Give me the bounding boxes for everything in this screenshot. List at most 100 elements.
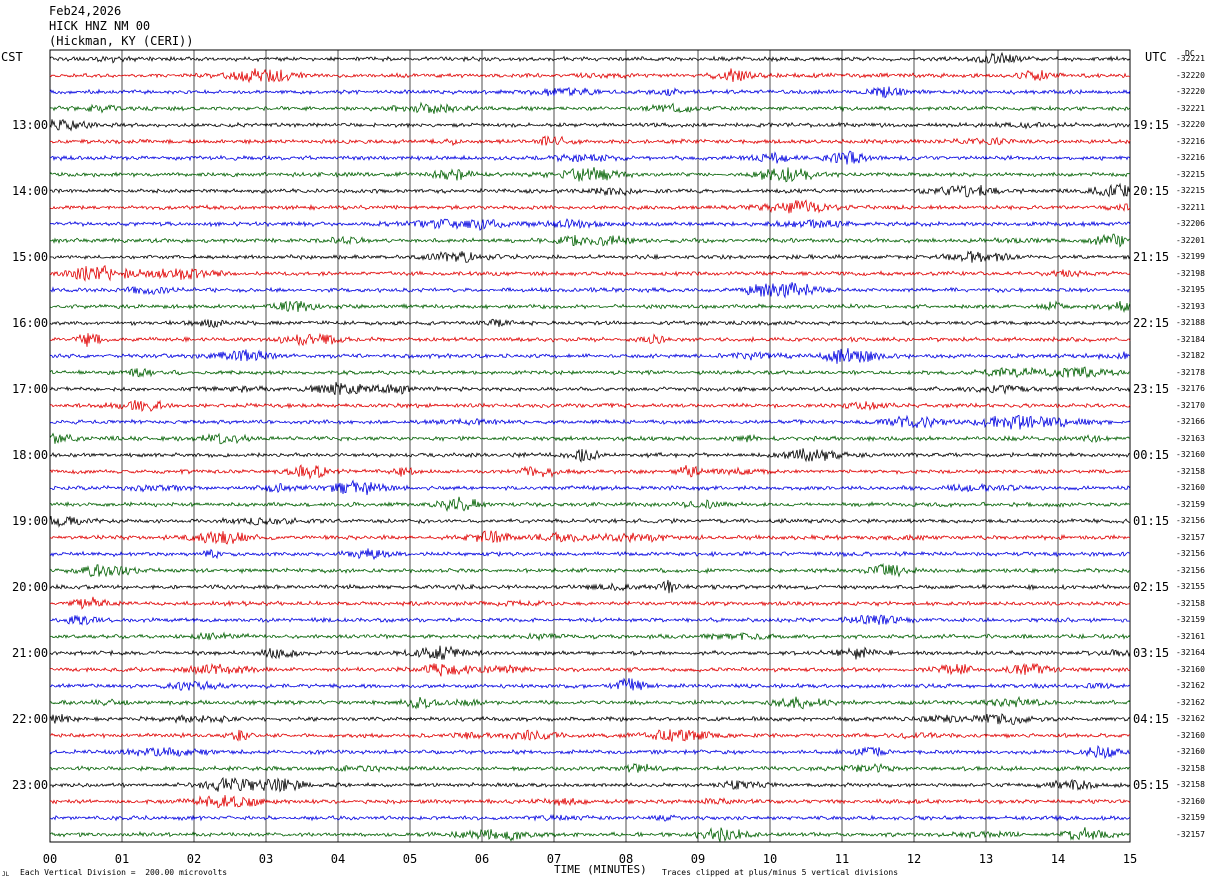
- seismic-trace: [49, 614, 1131, 626]
- seismic-trace: [49, 776, 1131, 793]
- seismic-trace: [49, 677, 1131, 692]
- seismic-trace: [49, 381, 1131, 396]
- seismic-trace: [49, 199, 1131, 214]
- dc-offset-label: -32170: [1176, 400, 1205, 410]
- dc-offset-label: -32211: [1176, 202, 1205, 212]
- dc-offset-label: -32216: [1176, 136, 1205, 146]
- seismic-trace: [49, 101, 1131, 114]
- x-axis-title: TIME (MINUTES): [554, 863, 647, 876]
- left-hour-label: 23:00: [12, 778, 49, 792]
- dc-offset-label: -32176: [1176, 384, 1205, 393]
- dc-offset-label: -32158: [1176, 780, 1205, 789]
- seismic-trace: [49, 233, 1131, 248]
- right-hour-label: 01:15: [1133, 514, 1170, 528]
- x-tick-label: 14: [1050, 852, 1066, 866]
- seismic-trace: [49, 631, 1131, 642]
- dc-offset-label: -32199: [1176, 252, 1205, 261]
- dc-offset-label: -32184: [1176, 334, 1205, 344]
- dc-offset-label: -32221: [1176, 103, 1205, 113]
- seismic-trace: [49, 645, 1131, 660]
- left-hour-label: 16:00: [12, 316, 49, 330]
- dc-offset-label: -32220: [1176, 120, 1205, 129]
- x-tick-label: 15: [1122, 852, 1138, 866]
- dc-offset-label: -32215: [1176, 186, 1205, 195]
- seismic-trace: [49, 814, 1131, 822]
- dc-offset-label: -32164: [1176, 648, 1205, 657]
- left-hour-label: 13:00: [12, 118, 49, 132]
- plot-frame: [49, 49, 1131, 843]
- x-tick-label: 02: [186, 852, 202, 866]
- seismic-trace: [49, 548, 1131, 561]
- seismic-trace: [49, 118, 1131, 132]
- seismic-trace: [49, 496, 1130, 513]
- left-hour-label: 15:00: [12, 250, 49, 264]
- division-note: Each Vertical Division = 200.00 microvol…: [20, 868, 228, 877]
- seismic-trace: [49, 516, 1131, 528]
- right-hour-label: 19:15: [1133, 118, 1170, 132]
- x-tick-label: 07: [546, 852, 562, 866]
- dc-offset-label: -32159: [1176, 499, 1205, 509]
- seismic-trace: [49, 332, 1131, 347]
- seismic-trace: [49, 218, 1131, 231]
- left-hour-label: 20:00: [12, 580, 49, 594]
- right-hour-label: 23:15: [1133, 382, 1170, 396]
- dc-offset-label: -32158: [1176, 466, 1205, 476]
- dc-offset-label: -32198: [1176, 268, 1205, 278]
- dc-offset-label: -32220: [1176, 87, 1205, 96]
- right-hour-label: 05:15: [1133, 778, 1170, 792]
- dc-offset-label: -32158: [1176, 598, 1205, 608]
- seismic-trace: [49, 713, 1131, 725]
- seismic-trace: [49, 414, 1131, 430]
- dc-offset-label: -32158: [1176, 763, 1205, 773]
- x-tick-label: 01: [114, 852, 130, 866]
- right-hour-label: 20:15: [1133, 184, 1170, 198]
- dc-offset-label: -32166: [1176, 417, 1205, 426]
- x-tick-label: 12: [906, 852, 922, 866]
- seismic-trace: [49, 464, 1131, 480]
- seismic-trace: [49, 530, 1131, 545]
- x-tick-label: 06: [474, 852, 490, 866]
- left-timezone-label: CST: [1, 50, 23, 64]
- x-tick-label: 08: [618, 852, 634, 866]
- x-tick-label: 13: [978, 852, 994, 866]
- plot-date: Feb24,2026: [49, 4, 122, 18]
- seismic-trace: [49, 250, 1131, 263]
- seismic-trace: [49, 794, 1131, 809]
- right-hour-label: 22:15: [1133, 316, 1170, 330]
- x-tick-label: 03: [258, 852, 274, 866]
- dc-offset-label: -32162: [1176, 681, 1205, 690]
- dc-offset-label: -32193: [1176, 301, 1205, 311]
- dc-offset-label: -32221: [1176, 54, 1205, 63]
- dc-offset-label: -32157: [1176, 532, 1205, 542]
- dc-offset-label: -32201: [1176, 235, 1205, 245]
- left-hour-label: 17:00: [12, 382, 49, 396]
- seismic-trace: [49, 282, 1131, 299]
- dc-offset-label: -32160: [1176, 483, 1205, 492]
- dc-offset-label: -32159: [1176, 813, 1205, 822]
- right-hour-label: 21:15: [1133, 250, 1170, 264]
- left-hour-label: 14:00: [12, 184, 49, 198]
- dc-offset-label: -32157: [1176, 829, 1205, 839]
- seismic-trace: [49, 366, 1130, 379]
- dc-offset-label: -32182: [1176, 351, 1205, 360]
- seismic-trace: [49, 150, 1131, 165]
- seismic-trace: [49, 300, 1131, 313]
- seismic-trace: [49, 744, 1131, 760]
- x-tick-label: 09: [690, 852, 706, 866]
- dc-offset-label: -32160: [1176, 796, 1205, 806]
- right-hour-label: 03:15: [1133, 646, 1170, 660]
- dc-offset-label: -32156: [1176, 549, 1205, 558]
- seismic-trace: [49, 448, 1131, 463]
- station-location: (Hickman, KY (CERI)): [49, 34, 194, 48]
- dc-offset-label: -32159: [1176, 615, 1205, 624]
- dc-offset-label: -32156: [1176, 565, 1205, 575]
- seismic-trace: [49, 579, 1131, 594]
- seismic-trace: [49, 318, 1131, 329]
- left-hour-label: 18:00: [12, 448, 49, 462]
- seismic-trace: [49, 596, 1131, 610]
- x-tick-label: 00: [42, 852, 58, 866]
- dc-offset-label: -32215: [1176, 169, 1205, 179]
- right-hour-label: 04:15: [1133, 712, 1170, 726]
- seismic-trace: [49, 135, 1131, 147]
